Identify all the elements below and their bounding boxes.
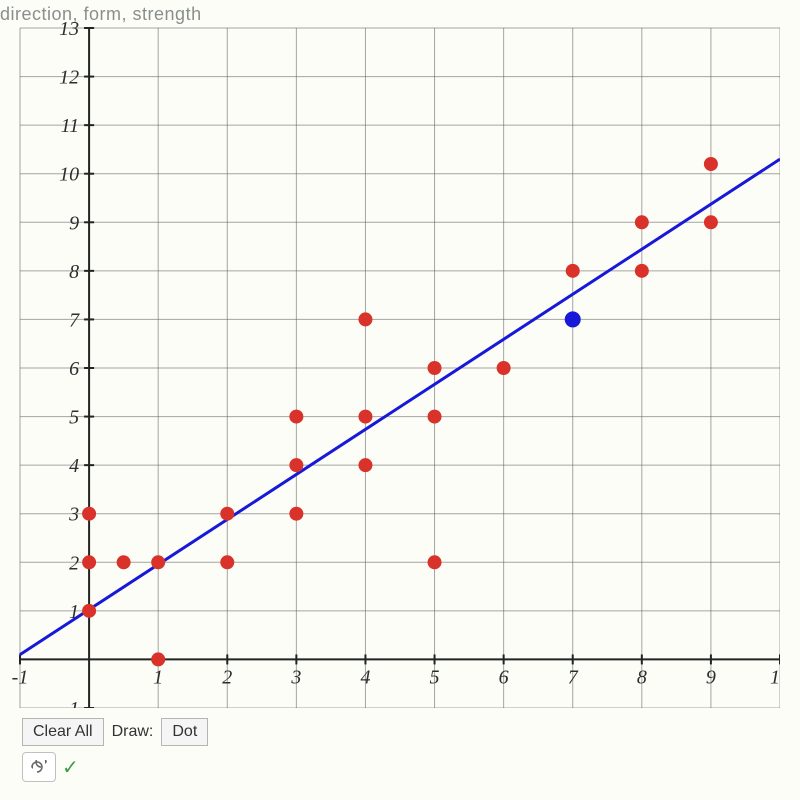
- scatter-point-red[interactable]: [497, 361, 511, 375]
- scatter-point-red[interactable]: [82, 555, 96, 569]
- scatter-point-red[interactable]: [220, 555, 234, 569]
- x-tick-label: -1: [12, 666, 29, 688]
- scatter-point-red[interactable]: [117, 555, 131, 569]
- scatter-point-red[interactable]: [566, 264, 580, 278]
- scatter-point-red[interactable]: [289, 507, 303, 521]
- x-tick-label: 1: [153, 666, 163, 688]
- scatter-point-red[interactable]: [635, 264, 649, 278]
- y-tick-label: 10: [59, 164, 79, 186]
- y-tick-label: 3: [68, 504, 79, 526]
- scatter-point-red[interactable]: [151, 652, 165, 666]
- scatter-point-red[interactable]: [428, 410, 442, 424]
- scatter-point-red[interactable]: [289, 458, 303, 472]
- scatter-point-red[interactable]: [704, 157, 718, 171]
- scatter-point-red[interactable]: [151, 555, 165, 569]
- scatter-point-red[interactable]: [428, 555, 442, 569]
- scatter-point-red[interactable]: [428, 361, 442, 375]
- scatter-point-red[interactable]: [82, 604, 96, 618]
- y-tick-label: 13: [59, 18, 79, 40]
- scatter-point-red[interactable]: [635, 215, 649, 229]
- x-tick-label: 6: [499, 666, 509, 688]
- y-tick-label: 11: [61, 115, 80, 137]
- check-icon: ✓: [62, 755, 79, 780]
- y-tick-label: -1: [62, 698, 79, 708]
- scatter-point-red[interactable]: [704, 215, 718, 229]
- y-tick-label: 6: [69, 358, 79, 380]
- x-tick-label: 9: [706, 666, 716, 688]
- controls-row-main: Clear All Draw: Dot: [22, 718, 208, 746]
- x-tick-label: 3: [290, 666, 301, 688]
- x-tick-label: 2: [222, 666, 232, 688]
- scatter-point-red[interactable]: [358, 410, 372, 424]
- dot-button[interactable]: Dot: [161, 718, 208, 746]
- controls-bar: Clear All Draw: Dot ✓: [22, 718, 208, 782]
- x-tick-label: 8: [637, 666, 647, 688]
- chart-container: direction, form, strength -112345678910-…: [0, 0, 800, 800]
- clear-all-button[interactable]: Clear All: [22, 718, 104, 746]
- x-tick-label: 10: [770, 666, 780, 688]
- scatter-point-red[interactable]: [82, 507, 96, 521]
- scatter-plot[interactable]: -112345678910-112345678910111213: [0, 0, 780, 708]
- scatter-point-red[interactable]: [289, 410, 303, 424]
- retry-icon[interactable]: [22, 752, 56, 782]
- x-tick-label: 4: [360, 666, 370, 688]
- scatter-point-red[interactable]: [358, 458, 372, 472]
- draw-label: Draw:: [112, 723, 154, 741]
- y-tick-label: 7: [69, 309, 80, 331]
- y-tick-label: 9: [69, 212, 79, 234]
- y-tick-label: 5: [69, 407, 79, 429]
- y-tick-label: 12: [59, 67, 79, 89]
- y-tick-label: 8: [69, 261, 79, 283]
- x-tick-label: 5: [430, 666, 440, 688]
- scatter-point-blue[interactable]: [565, 311, 581, 327]
- scatter-point-red[interactable]: [220, 507, 234, 521]
- scatter-point-red[interactable]: [358, 312, 372, 326]
- y-tick-label: 4: [69, 455, 79, 477]
- controls-row-status: ✓: [22, 752, 208, 782]
- y-tick-label: 2: [69, 552, 79, 574]
- x-tick-label: 7: [568, 666, 579, 688]
- regression-line: [20, 159, 780, 654]
